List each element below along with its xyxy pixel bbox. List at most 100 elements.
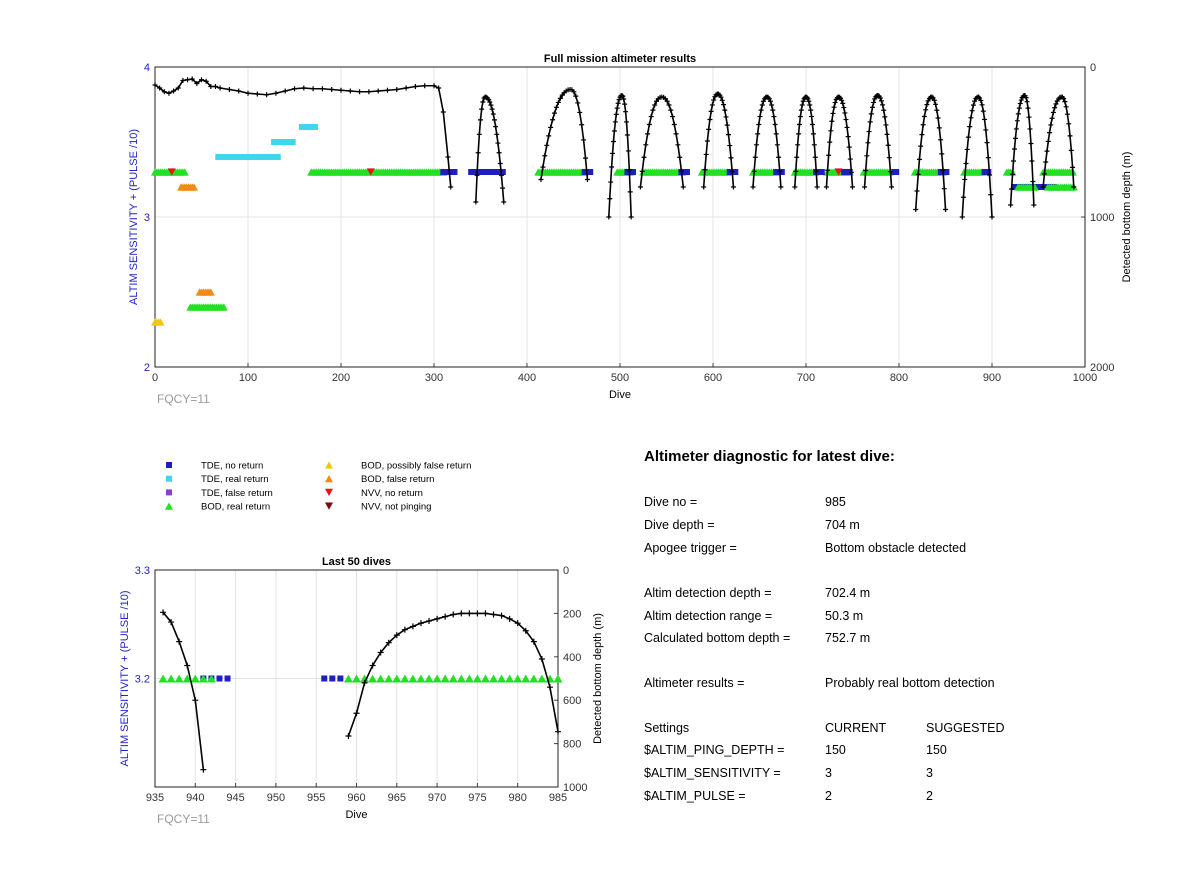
mission-depth-point bbox=[310, 86, 316, 92]
mission-tick-label-x: 600 bbox=[704, 372, 722, 384]
mission-xlabel: Dive bbox=[609, 389, 631, 401]
mission-depth-point bbox=[445, 154, 451, 160]
recent-tick-label-left: 3.2 bbox=[135, 674, 150, 686]
recent-marker-bod bbox=[174, 674, 184, 683]
recent-marker-bod bbox=[190, 674, 200, 683]
recent-marker-bod bbox=[489, 674, 499, 683]
mission-dive-point bbox=[678, 168, 684, 174]
recent-marker-bod bbox=[497, 674, 507, 683]
recent-depth-point bbox=[530, 638, 537, 645]
mission-dive-point bbox=[773, 131, 779, 137]
recent-marker-bod bbox=[206, 674, 216, 683]
mission-depth-point bbox=[436, 85, 442, 91]
mission-dive-point bbox=[1030, 178, 1036, 184]
mission-dive-point bbox=[608, 179, 614, 185]
recent-marker-bod bbox=[198, 674, 208, 683]
legend-marker-triangle bbox=[325, 502, 333, 510]
mission-dive-point bbox=[865, 140, 871, 146]
mission-dive-point bbox=[654, 98, 660, 104]
mission-depth-point bbox=[412, 84, 418, 89]
recent-depth-point bbox=[538, 655, 545, 662]
mission-dive-point bbox=[883, 122, 889, 128]
mission-marker-bod bbox=[219, 303, 228, 311]
mission-dive-point bbox=[850, 184, 855, 190]
mission-dive-point bbox=[983, 127, 989, 133]
diag-value-detection-depth: 702.4 m bbox=[825, 586, 871, 600]
mission-dive-point bbox=[628, 214, 634, 220]
mission-dive-point bbox=[610, 138, 616, 144]
mission-dive-point bbox=[709, 102, 715, 108]
mission-dive-point bbox=[662, 96, 668, 102]
mission-dive-point bbox=[796, 121, 802, 127]
mission-depth-point bbox=[292, 86, 297, 92]
mission-dive-point bbox=[753, 142, 759, 148]
mission-dive-point bbox=[813, 168, 819, 174]
mission-dive-point bbox=[844, 124, 850, 130]
diag-value-altimeter-results: Probably real bottom detection bbox=[825, 676, 995, 690]
mission-dive-point bbox=[845, 134, 851, 140]
mission-marker-tde bbox=[630, 169, 637, 175]
mission-dive-point bbox=[841, 105, 847, 111]
recent-depth-point bbox=[506, 615, 513, 622]
mission-dive-point bbox=[919, 132, 925, 138]
mission-dive-point bbox=[1025, 105, 1031, 111]
mission-dive-point bbox=[792, 184, 798, 190]
recent-marker-bod bbox=[416, 674, 426, 683]
mission-marker-tde bbox=[732, 169, 739, 175]
recent-depth-point bbox=[168, 619, 175, 626]
mission-dive-point bbox=[1028, 141, 1034, 147]
mission-dive-point bbox=[808, 107, 814, 113]
mission-dive-point bbox=[1010, 171, 1016, 177]
mission-dive-point bbox=[1064, 111, 1070, 117]
recent-tick-label-x: 960 bbox=[347, 792, 365, 804]
mission-depth-point bbox=[175, 85, 181, 91]
legend-label: NVV, no return bbox=[361, 488, 423, 499]
mission-depth-point bbox=[217, 85, 223, 91]
diag-label-bottom-depth: Calculated bottom depth = bbox=[644, 631, 791, 645]
mission-depth-point bbox=[166, 90, 172, 96]
mission-dive-point bbox=[624, 119, 630, 125]
mission-dive-point bbox=[806, 98, 812, 104]
recent-depth-point bbox=[393, 632, 400, 639]
mission-dive-point bbox=[496, 150, 502, 156]
settings-header-current: CURRENT bbox=[825, 721, 887, 735]
mission-depth-point bbox=[157, 85, 163, 91]
mission-dive-point bbox=[1026, 114, 1032, 120]
mission-dive-point bbox=[796, 131, 802, 137]
recent-marker-bod bbox=[166, 674, 176, 683]
mission-dive-point bbox=[793, 168, 799, 174]
mission-dive-point bbox=[1071, 184, 1077, 190]
mission-depth-point bbox=[422, 83, 428, 89]
mission-depth-point bbox=[245, 90, 251, 96]
mission-dive-point bbox=[811, 142, 817, 148]
recent-marker-bod bbox=[384, 674, 394, 683]
mission-dive-point bbox=[814, 184, 820, 190]
mission-footnote: FQCY=11 bbox=[157, 392, 210, 406]
recent-marker-tde bbox=[329, 675, 336, 682]
mission-dive-point bbox=[967, 124, 973, 130]
recent-marker-bod bbox=[521, 674, 531, 683]
mission-dive-point bbox=[702, 167, 708, 173]
mission-dive-point bbox=[1062, 99, 1068, 105]
mission-dive-point bbox=[826, 152, 832, 158]
mission-depth-point bbox=[282, 88, 288, 94]
recent-marker-bod bbox=[480, 674, 490, 683]
mission-dive-point bbox=[1049, 115, 1055, 121]
mission-dive-point bbox=[960, 194, 966, 200]
diag-label-detection-range: Altim detection range = bbox=[644, 609, 773, 623]
recent-marker-bod bbox=[368, 674, 378, 683]
mission-marker-tde bbox=[893, 169, 900, 175]
mission-dive-point bbox=[810, 121, 816, 127]
mission-dive-point bbox=[881, 107, 887, 113]
mission-ylabel-right: Detected bottom depth (m) bbox=[1121, 152, 1133, 283]
mission-dive-point bbox=[776, 154, 782, 160]
legend-label: BOD, real return bbox=[201, 502, 270, 513]
mission-dive-point bbox=[800, 98, 806, 104]
mission-tick-label-x: 700 bbox=[797, 372, 815, 384]
mission-tick-label-right: 1000 bbox=[1090, 212, 1114, 224]
mission-dive-point bbox=[729, 169, 735, 175]
mission-depth-point bbox=[431, 83, 437, 89]
mission-dive-point bbox=[777, 168, 783, 174]
mission-dive-point bbox=[755, 131, 761, 137]
mission-dive-point bbox=[1061, 95, 1067, 101]
